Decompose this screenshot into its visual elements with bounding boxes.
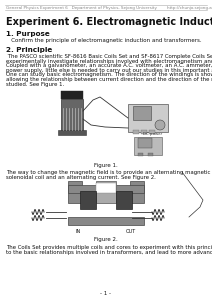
- Bar: [148, 153, 153, 156]
- Text: DC power: DC power: [143, 132, 162, 136]
- Bar: [138, 153, 143, 156]
- Text: Confirm the principle of electromagnetic induction and transformers.: Confirm the principle of electromagnetic…: [6, 38, 202, 43]
- Bar: [116, 191, 132, 209]
- Text: - 1 -: - 1 -: [100, 291, 112, 296]
- Bar: [68, 217, 144, 225]
- Text: The way to change the magnetic field is to provide an alternating magnetic field: The way to change the magnetic field is …: [6, 170, 212, 175]
- Bar: [149, 130, 155, 134]
- Bar: [130, 181, 144, 203]
- Text: Figure 1.: Figure 1.: [94, 163, 118, 168]
- Bar: [96, 183, 116, 193]
- Bar: [61, 91, 83, 99]
- Text: to the basic relationships involved in transformers, and lead to more advanced s: to the basic relationships involved in t…: [6, 250, 212, 255]
- Bar: [134, 137, 162, 155]
- Bar: [133, 106, 151, 120]
- Bar: [133, 130, 139, 134]
- Text: OUT: OUT: [126, 229, 136, 234]
- Text: 2. Principle: 2. Principle: [6, 47, 52, 53]
- Text: Experiment 6. Electromagnetic Induction and transformers: Experiment 6. Electromagnetic Induction …: [6, 17, 212, 27]
- Bar: [58, 130, 86, 135]
- Bar: [138, 138, 152, 148]
- Bar: [141, 130, 147, 134]
- Bar: [96, 181, 116, 203]
- Bar: [80, 191, 96, 209]
- Bar: [68, 181, 82, 203]
- Text: 1. Purpose: 1. Purpose: [6, 31, 50, 37]
- Text: power supply, little else is needed to carry out our studies in this important a: power supply, little else is needed to c…: [6, 68, 212, 73]
- Text: experimentally investigate relationships involved with electromagnetism and elec: experimentally investigate relationships…: [6, 58, 212, 64]
- Text: Figure 2.: Figure 2.: [94, 237, 118, 242]
- Text: solenoidal coil and an alternating current. See Figure 2.: solenoidal coil and an alternating curre…: [6, 175, 156, 180]
- Bar: [128, 104, 168, 132]
- Text: studied. See Figure 1.: studied. See Figure 1.: [6, 82, 64, 87]
- Text: IN: IN: [76, 229, 81, 234]
- Bar: [61, 99, 83, 131]
- Text: The Coils Set provides multiple coils and cores to experiment with this principl: The Coils Set provides multiple coils an…: [6, 245, 212, 250]
- Text: allowing the relationship between current direction and the direction of the res: allowing the relationship between curren…: [6, 77, 212, 82]
- Text: The PASCO scientific SF-8616 Basic Coils Set and SF-8617 Complete Coils Set prov: The PASCO scientific SF-8616 Basic Coils…: [6, 54, 212, 59]
- Circle shape: [155, 120, 165, 130]
- Text: General Physics Experiment 6   Department of Physics, Sejong University        h: General Physics Experiment 6 Department …: [6, 6, 212, 10]
- Text: One can study basic electromagnetism. The direction of the windings is shown on : One can study basic electromagnetism. Th…: [6, 72, 212, 77]
- Bar: [68, 185, 144, 193]
- Text: Coupled with a galvanometer, an accurate A.C. voltmeter, an A.C. ammeter, an osc: Coupled with a galvanometer, an accurate…: [6, 63, 212, 68]
